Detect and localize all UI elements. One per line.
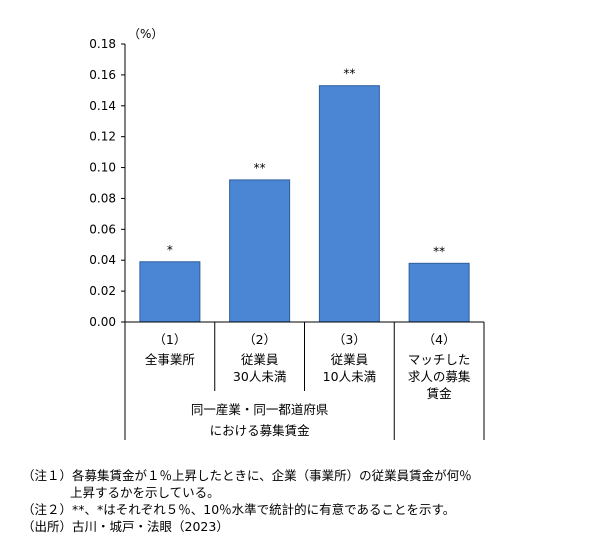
category-dividers [124,321,485,440]
category-label: 従業員 [241,352,279,367]
y-tick-label: 0.06 [89,222,116,236]
significance-label: * [167,243,173,257]
category-labels: （1） 全事業所 （2） 従業員 30人未満 （3） 従業員 10人未満 （4） マッチした求人の… [145,332,471,401]
category-label: 従業員 [331,352,369,367]
category-number: （2） [243,332,276,347]
source-text: 古川・城戸・法眼（2023） [72,519,229,534]
bar [318,85,380,323]
footnotes: （注１）各募集賃金が１％上昇したときに、企業（事業所）の従業員賃金が何％ 上昇す… [22,467,592,535]
group-label: 同一産業・同一都道府県 [191,402,329,417]
y-tick-label: 0.00 [89,315,116,329]
y-tick-label: 0.04 [89,253,116,267]
bar [229,179,291,323]
significance-label: ** [343,67,355,81]
y-tick-label: 0.12 [89,130,116,144]
significance-label: ** [433,244,445,258]
group-label: における募集賃金 [210,423,311,438]
y-axis: 0.00 0.02 0.04 0.06 0.08 0.10 0.12 0.14 0.16 0.18 [89,37,126,329]
bars [139,85,470,323]
y-tick-label: 0.08 [89,191,116,205]
note-1-text: 各募集賃金が１％上昇したときに、企業（事業所）の従業員賃金が何％ [72,468,472,483]
y-tick-label: 0.18 [89,37,116,51]
y-tick-label: 0.10 [89,161,116,175]
note-1-continued: 上昇するかを示している。 [70,485,220,500]
category-label: マッチした [408,352,471,367]
y-tick-label: 0.14 [89,99,116,113]
category-label: 30人未満 [233,369,286,384]
source-note: （出所）古川・城戸・法眼（2023） [22,518,592,535]
note-2: （注２）**、*はそれぞれ５％、10％水準で統計的に有意であることを示す。 [22,501,592,518]
category-label: 求人の募集 [408,369,471,384]
significance-labels: ******* [167,67,445,259]
category-number: （3） [333,332,366,347]
bar [139,261,201,323]
bar [408,262,470,323]
category-number: （1） [153,332,186,347]
note-1-prefix: （注１） [22,468,73,483]
category-number: （4） [423,332,456,347]
bar-chart: （%） 0.00 0.02 0.04 0.06 0.08 0.10 0.12 0.14 0.16… [89,27,485,440]
note-2-text: **、*はそれぞれ５％、10％水準で統計的に有意であることを示す。 [72,502,456,517]
source-prefix: （出所） [22,519,73,534]
category-label: 賃金 [427,386,453,401]
y-axis-unit-label: （%） [128,27,163,41]
category-label: 10人未満 [323,369,376,384]
category-label: 全事業所 [145,352,195,367]
significance-label: ** [254,161,266,175]
note-2-prefix: （注２） [22,502,73,517]
y-tick-label: 0.16 [89,68,116,82]
note-1: （注１）各募集賃金が１％上昇したときに、企業（事業所）の従業員賃金が何％ [22,467,592,484]
y-tick-label: 0.02 [89,284,116,298]
